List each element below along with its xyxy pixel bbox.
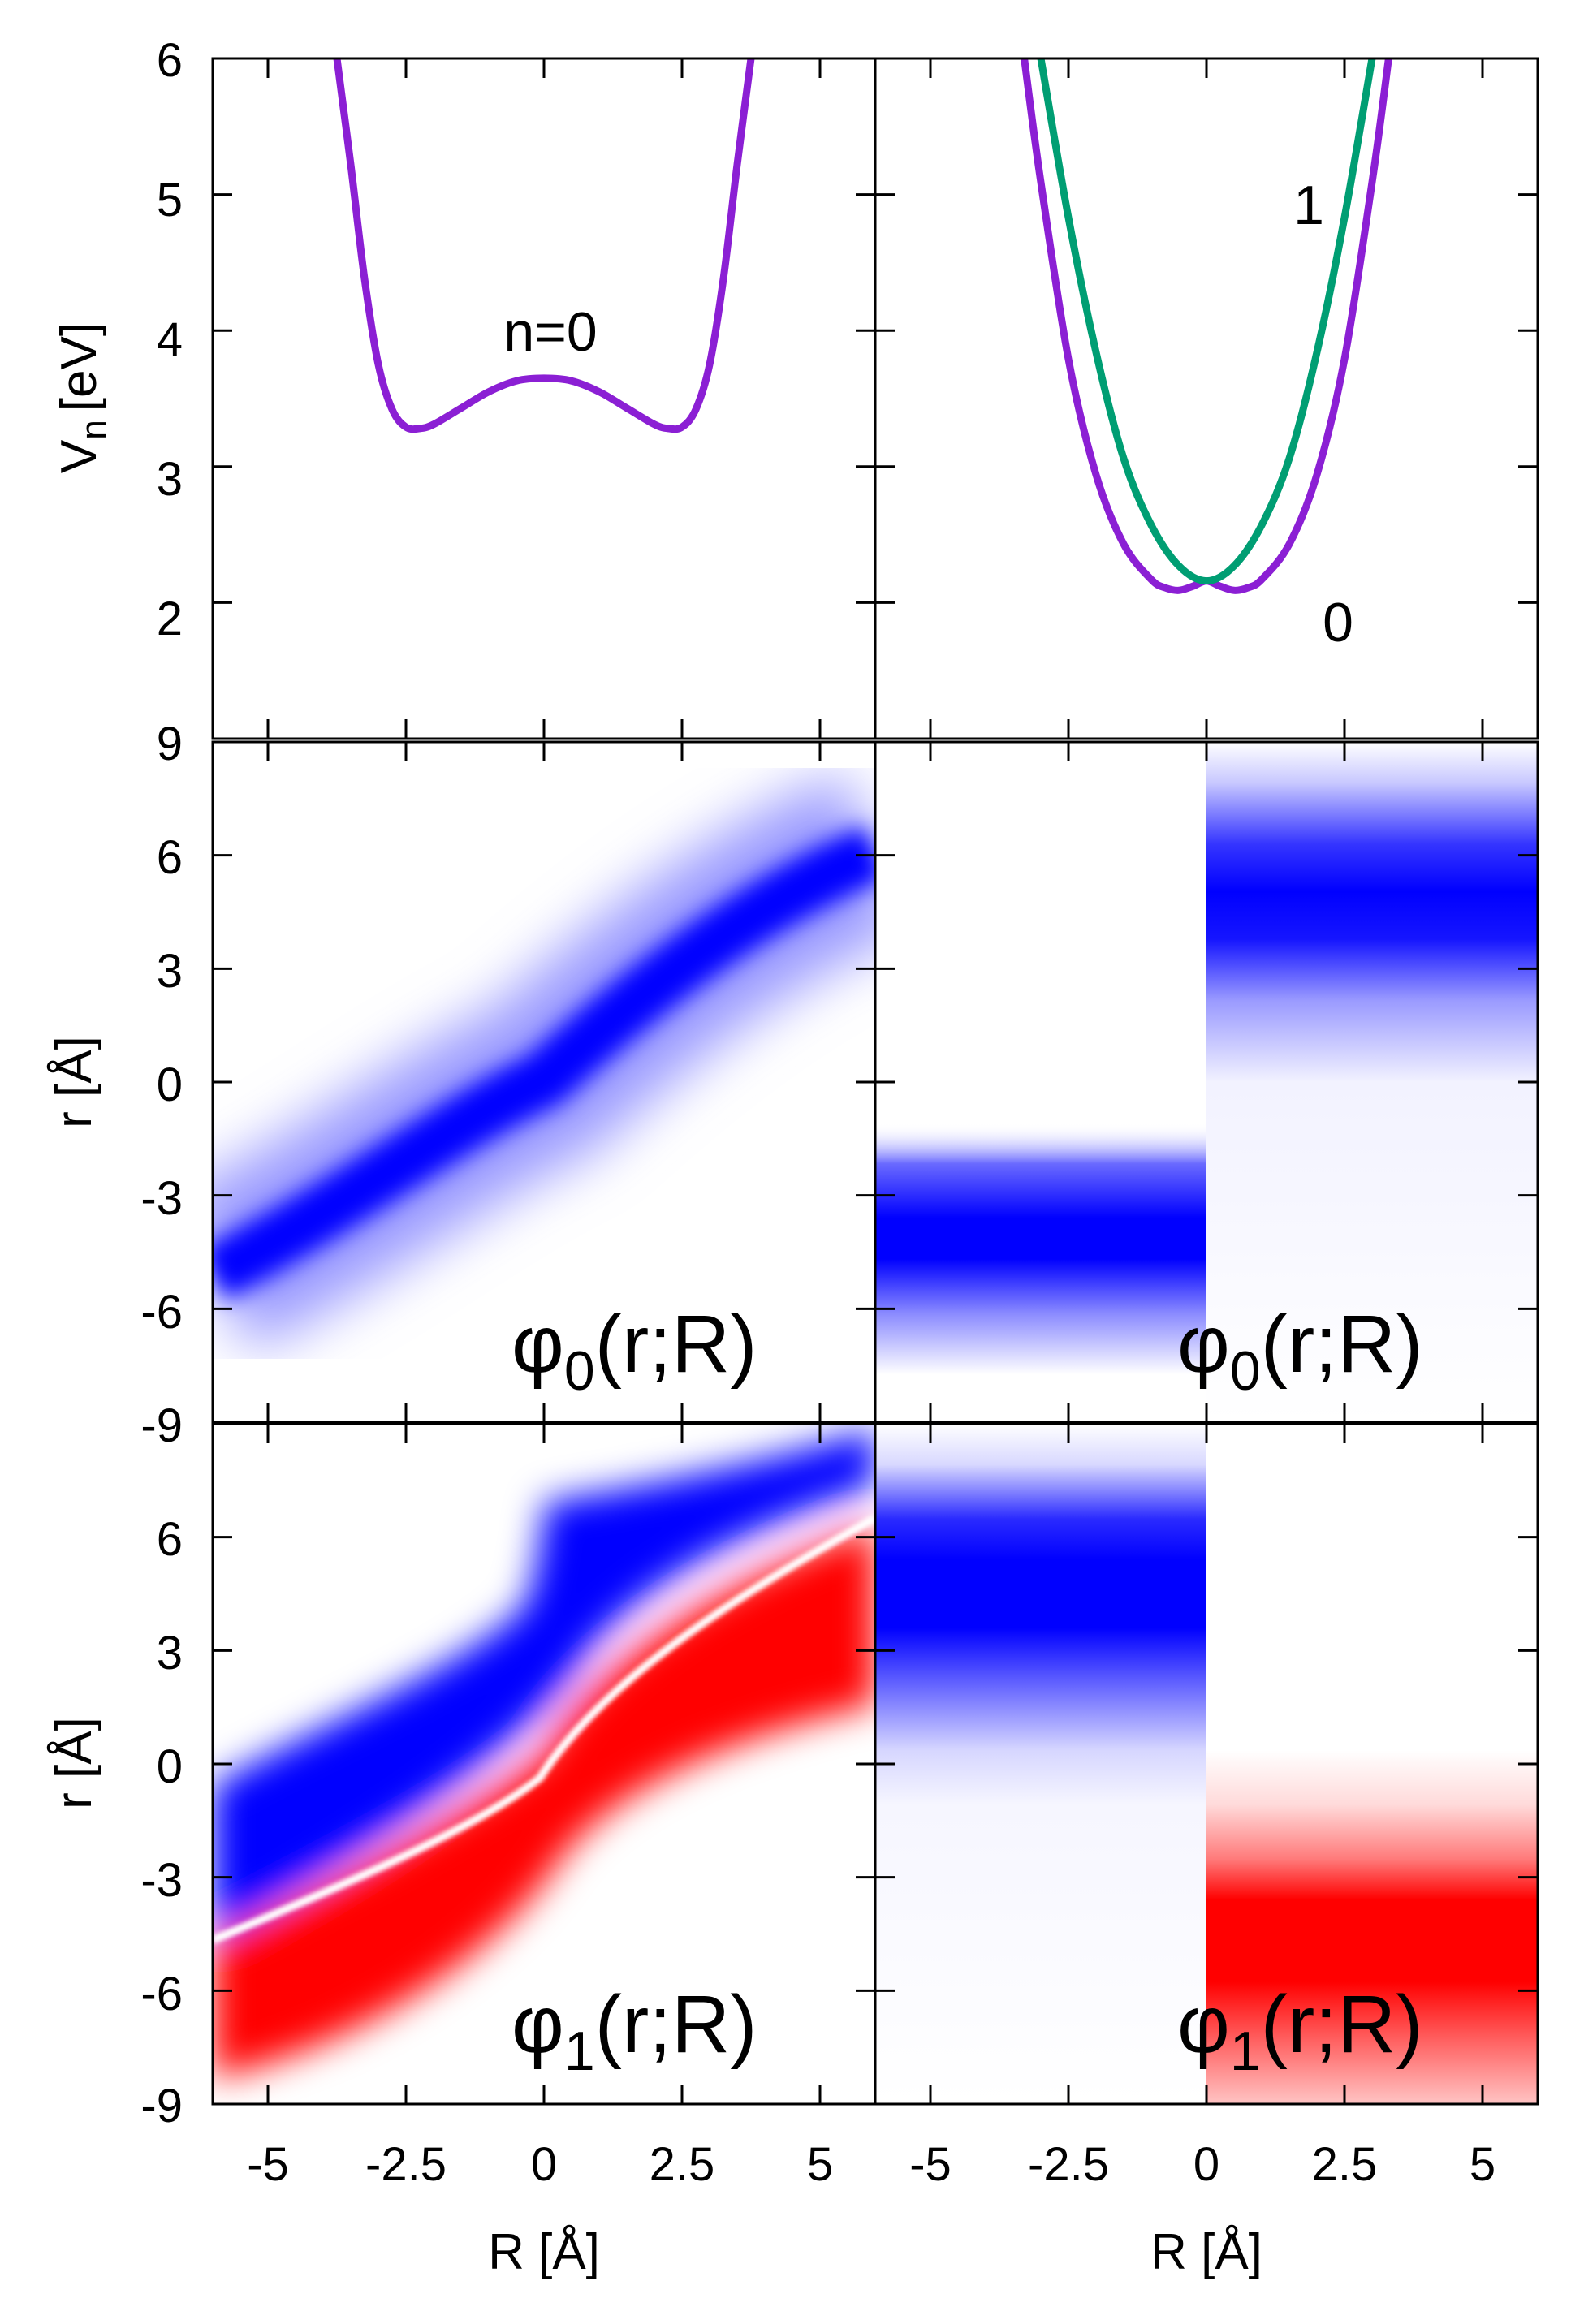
y-tick-label: -6 <box>140 1286 183 1339</box>
y-tick-label: -9 <box>140 2080 183 2132</box>
label-phi0-right: φ0(r;R) <box>1177 1299 1423 1402</box>
y-tick-label: -3 <box>140 1854 183 1907</box>
y-axis-title-top: Vn [eV] <box>51 322 114 473</box>
y-tick-labels-top: 6 5 4 3 2 <box>157 34 183 645</box>
x-tick-labels-right: -5 -2.5 0 2.5 5 <box>909 2138 1496 2191</box>
y-tick-label: 2 <box>157 593 183 645</box>
phi-symbol: φ <box>511 1979 564 2070</box>
x-tick-label: 2.5 <box>650 2138 715 2191</box>
curves-top-left <box>333 58 755 433</box>
phi-args: (r;R) <box>595 1979 757 2070</box>
red-lobe <box>213 1526 875 2078</box>
annotation-state-0: 0 <box>1323 592 1353 653</box>
y-tick-label: 0 <box>157 1059 183 1111</box>
y-tick-label: 4 <box>157 313 183 366</box>
frame-top-left <box>211 57 877 740</box>
annotation-n0: n=0 <box>503 301 597 363</box>
y-tick-labels-bottom: -9 6 3 0 -3 -6 -9 <box>140 1399 183 2132</box>
y-title-main: V <box>51 439 107 473</box>
y-tick-label: -9 <box>140 1399 183 1452</box>
heatmap-middle-left <box>213 742 875 1422</box>
phi-args: (r;R) <box>1261 1979 1423 2070</box>
x-tick-label: 5 <box>807 2138 833 2191</box>
x-tick-label: -2.5 <box>365 2138 447 2191</box>
phi-symbol: φ <box>1177 1299 1230 1390</box>
band-core <box>213 826 875 1300</box>
x-tick-label: 5 <box>1470 2138 1496 2191</box>
y-tick-labels-middle: 9 6 3 0 -3 -6 <box>140 718 183 1339</box>
y-axis-title-bottom: r [Å] <box>46 1717 102 1809</box>
phi-subscript: 1 <box>564 2020 595 2082</box>
x-tick-label: 0 <box>531 2138 557 2191</box>
phi-subscript: 0 <box>1230 1340 1261 1402</box>
y-axis-title-top-text: Vn [eV] <box>51 322 114 473</box>
frame-top-right <box>874 57 1539 740</box>
x-tick-label: -2.5 <box>1028 2138 1109 2191</box>
ticks <box>213 58 1538 2104</box>
heatmap-bottom-right <box>875 1424 1538 2104</box>
y-tick-label: 3 <box>157 945 183 998</box>
x-axis-title-right: R [Å] <box>1150 2224 1262 2280</box>
x-tick-label: 0 <box>1193 2138 1219 2191</box>
curves-top-right <box>1021 58 1392 594</box>
curve-series-1 <box>1037 58 1376 585</box>
x-tick-labels-left: -5 -2.5 0 2.5 5 <box>247 2138 833 2191</box>
y-title-sub: n <box>74 420 114 439</box>
y-tick-label: 3 <box>157 453 183 506</box>
y-tick-label: 9 <box>157 718 183 770</box>
annotation-state-1: 1 <box>1293 175 1324 236</box>
curve-series-n0 <box>333 58 755 433</box>
phi-symbol: φ <box>511 1299 564 1390</box>
x-tick-label: -5 <box>247 2138 289 2191</box>
x-tick-label: 2.5 <box>1312 2138 1378 2191</box>
phi-args: (r;R) <box>595 1299 757 1390</box>
y-title-unit: [eV] <box>51 322 107 412</box>
phi-subscript: 1 <box>1230 2020 1261 2082</box>
curve-series-0 <box>1021 58 1392 594</box>
y-axis-title-middle: r [Å] <box>46 1036 102 1128</box>
blue-lobe <box>213 1429 875 1936</box>
y-tick-label: 0 <box>157 1740 183 1793</box>
x-tick-label: -5 <box>909 2138 952 2191</box>
y-tick-label: -3 <box>140 1172 183 1225</box>
y-tick-label: 5 <box>157 174 183 226</box>
label-phi1-right: φ1(r;R) <box>1177 1979 1423 2082</box>
phi-symbol: φ <box>1177 1979 1230 2070</box>
y-tick-label: 3 <box>157 1627 183 1679</box>
y-tick-label: -6 <box>140 1968 183 2020</box>
nodal-line <box>213 1514 875 1944</box>
y-tick-label: 6 <box>157 1513 183 1566</box>
y-tick-label: 6 <box>157 831 183 884</box>
x-axis-title-left: R [Å] <box>488 2224 600 2280</box>
label-phi1-left: φ1(r;R) <box>511 1979 757 2082</box>
phi-subscript: 0 <box>564 1340 595 1402</box>
phi-args: (r;R) <box>1261 1299 1423 1390</box>
heatmap-middle-right <box>875 742 1538 1422</box>
label-phi0-left: φ0(r;R) <box>511 1299 757 1402</box>
heatmap-bottom-left <box>213 1424 875 2104</box>
y-tick-label: 6 <box>157 34 183 87</box>
